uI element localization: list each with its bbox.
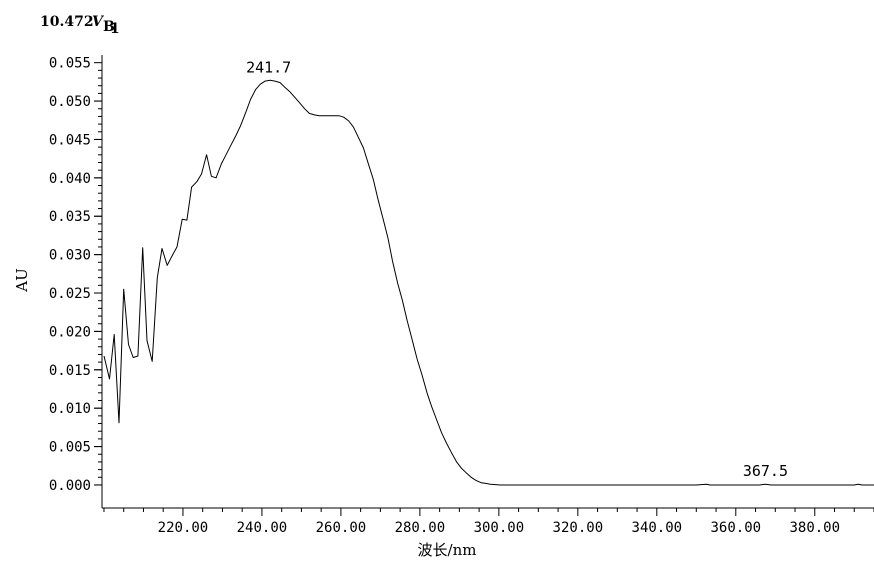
x-tick-label: 340.00: [632, 520, 683, 536]
corner-label-prefix: 10.472: [40, 14, 94, 30]
corner-label-subsubscript: 1: [110, 21, 120, 37]
peak-annotations: 241.7 367.5: [246, 58, 788, 480]
y-tick-label: 0.040: [49, 171, 91, 187]
y-tick-label: 0.035: [49, 209, 91, 225]
x-axis: 220.00 240.00 260.00 280.00 300.00 320.00 340.…: [102, 507, 874, 536]
x-tick-label: 220.00: [158, 520, 209, 536]
y-tick-label: 0.010: [49, 401, 91, 417]
x-tick-label: 280.00: [395, 520, 446, 536]
y-tick-label: 0.045: [49, 132, 91, 148]
x-tick-label: 260.00: [316, 520, 367, 536]
plot-area: [103, 79, 874, 486]
corner-label-subscript: B: [103, 19, 115, 35]
y-tick-label: 0.020: [49, 324, 91, 340]
x-axis-title: 波长/nm: [418, 541, 477, 559]
x-tick-label: 360.00: [711, 520, 762, 536]
y-tick-label: 0.030: [49, 248, 91, 264]
y-axis: 0.000 0.005 0.010 0.015 0.020 0.025 0.030 0.035…: [49, 55, 103, 508]
peak-label: 367.5: [743, 462, 788, 480]
corner-label: 10.472 V B 1: [40, 14, 120, 37]
x-tick-label: 380.00: [789, 520, 840, 536]
x-tick-label: 320.00: [553, 520, 604, 536]
x-tick-label: 300.00: [474, 520, 525, 536]
y-tick-label: 0.015: [49, 363, 91, 379]
peak-label: 241.7: [246, 58, 291, 76]
y-tick-label: 0.000: [49, 478, 91, 494]
y-tick-label: 0.050: [49, 94, 91, 110]
y-tick-label: 0.025: [49, 286, 91, 302]
spectrum-line: [103, 79, 874, 486]
y-axis-title: AU: [13, 268, 31, 292]
x-tick-label: 240.00: [237, 520, 288, 536]
corner-label-symbol: V: [92, 14, 105, 30]
y-tick-label: 0.055: [49, 56, 91, 72]
y-tick-label: 0.005: [49, 440, 91, 456]
